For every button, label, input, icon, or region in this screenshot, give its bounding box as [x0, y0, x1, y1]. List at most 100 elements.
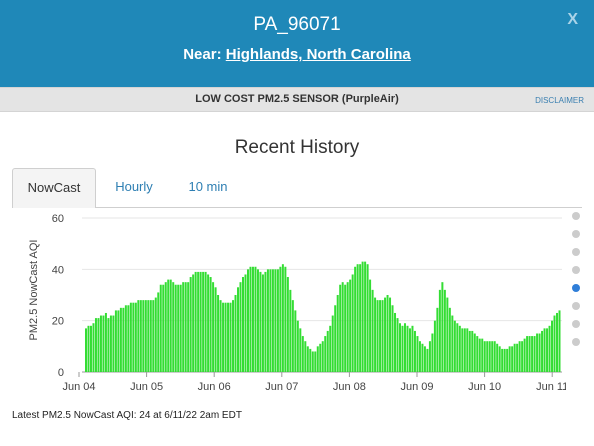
aqi-bar[interactable]: [296, 320, 299, 372]
aqi-bar[interactable]: [162, 284, 165, 372]
aqi-bar[interactable]: [556, 312, 559, 372]
aqi-bar[interactable]: [491, 341, 494, 372]
aqi-bar[interactable]: [242, 277, 244, 372]
aqi-bar[interactable]: [281, 264, 284, 372]
aqi-bar[interactable]: [403, 323, 406, 372]
aqi-bar[interactable]: [551, 320, 554, 372]
aqi-bar[interactable]: [132, 302, 135, 372]
aqi-bar[interactable]: [354, 266, 357, 372]
aqi-bar[interactable]: [207, 274, 210, 372]
aqi-bar[interactable]: [401, 325, 404, 372]
aqi-bar[interactable]: [179, 284, 182, 372]
aqi-bar[interactable]: [316, 346, 319, 372]
aqi-bar[interactable]: [279, 266, 282, 372]
aqi-bar[interactable]: [523, 338, 526, 372]
aqi-bar[interactable]: [503, 348, 506, 372]
aqi-bar[interactable]: [374, 297, 377, 372]
aqi-bar[interactable]: [351, 274, 354, 372]
aqi-bar[interactable]: [381, 300, 384, 372]
aqi-bar[interactable]: [356, 264, 359, 372]
aqi-bar[interactable]: [212, 282, 215, 372]
aqi-bar[interactable]: [149, 300, 152, 372]
aqi-bar[interactable]: [543, 328, 546, 372]
aqi-bar[interactable]: [182, 282, 185, 372]
aqi-bar[interactable]: [99, 315, 102, 372]
aqi-bar[interactable]: [528, 336, 531, 372]
aqi-bar[interactable]: [169, 279, 172, 372]
aqi-bar[interactable]: [533, 336, 536, 372]
aqi-bar[interactable]: [276, 269, 279, 372]
aqi-bar[interactable]: [301, 336, 304, 372]
aqi-bar[interactable]: [488, 341, 491, 372]
aqi-bar[interactable]: [187, 282, 190, 372]
aqi-bar[interactable]: [506, 348, 509, 372]
aqi-bar[interactable]: [431, 333, 434, 373]
aqi-bar[interactable]: [237, 287, 240, 372]
aqi-bar[interactable]: [511, 346, 514, 372]
tab-10-min[interactable]: 10 min: [188, 179, 228, 194]
aqi-bar[interactable]: [152, 300, 155, 372]
aqi-bar[interactable]: [473, 333, 476, 373]
aqi-bar[interactable]: [386, 295, 389, 372]
pagination-dot[interactable]: [572, 248, 580, 256]
aqi-bar[interactable]: [197, 271, 200, 372]
aqi-bar[interactable]: [311, 351, 314, 372]
aqi-bar[interactable]: [319, 343, 322, 372]
aqi-bar[interactable]: [271, 269, 274, 372]
aqi-bar[interactable]: [244, 274, 247, 372]
aqi-bar[interactable]: [416, 336, 419, 372]
aqi-bar[interactable]: [222, 302, 225, 372]
aqi-bar[interactable]: [408, 328, 411, 372]
aqi-bar[interactable]: [361, 261, 364, 372]
aqi-bar[interactable]: [129, 302, 132, 372]
close-button[interactable]: X: [567, 11, 578, 28]
aqi-bar[interactable]: [481, 338, 484, 372]
aqi-bar[interactable]: [349, 279, 352, 372]
aqi-bar[interactable]: [526, 336, 529, 372]
aqi-bar[interactable]: [341, 282, 344, 372]
aqi-bar[interactable]: [304, 341, 307, 372]
aqi-bar[interactable]: [516, 343, 519, 372]
aqi-bar[interactable]: [344, 284, 347, 372]
aqi-bar[interactable]: [508, 346, 511, 372]
aqi-bar[interactable]: [461, 328, 464, 372]
pagination-dot[interactable]: [572, 302, 580, 310]
aqi-bar[interactable]: [418, 341, 421, 372]
aqi-bar[interactable]: [413, 330, 416, 372]
aqi-bar[interactable]: [366, 264, 369, 372]
disclaimer-link[interactable]: DISCLAIMER: [535, 96, 584, 105]
aqi-bar[interactable]: [87, 325, 90, 372]
aqi-bar[interactable]: [483, 341, 486, 372]
aqi-bar[interactable]: [451, 315, 454, 372]
aqi-bar[interactable]: [261, 274, 264, 372]
aqi-bar[interactable]: [92, 323, 95, 372]
aqi-bar[interactable]: [246, 269, 249, 372]
aqi-bar[interactable]: [476, 336, 479, 372]
aqi-bar[interactable]: [463, 328, 466, 372]
aqi-bar[interactable]: [376, 300, 379, 372]
aqi-bar[interactable]: [369, 279, 372, 372]
aqi-bar[interactable]: [538, 333, 541, 373]
aqi-bar[interactable]: [446, 297, 449, 372]
aqi-bar[interactable]: [291, 300, 294, 372]
pagination-dot[interactable]: [572, 230, 580, 238]
aqi-bar[interactable]: [289, 289, 292, 372]
aqi-bar[interactable]: [359, 264, 362, 372]
aqi-bar[interactable]: [117, 310, 120, 372]
aqi-bar[interactable]: [234, 295, 237, 372]
aqi-bar[interactable]: [264, 271, 267, 372]
aqi-bar[interactable]: [94, 318, 97, 372]
aqi-bar[interactable]: [496, 343, 499, 372]
aqi-bar[interactable]: [478, 338, 481, 372]
aqi-bar[interactable]: [329, 325, 332, 372]
aqi-bar[interactable]: [468, 330, 471, 372]
aqi-bar[interactable]: [251, 266, 254, 372]
aqi-bar[interactable]: [122, 307, 125, 372]
aqi-bar[interactable]: [284, 266, 287, 372]
aqi-bar[interactable]: [147, 300, 150, 372]
aqi-bar[interactable]: [541, 330, 544, 372]
aqi-bar[interactable]: [114, 310, 117, 372]
near-location-link[interactable]: Highlands, North Carolina: [225, 46, 411, 63]
aqi-bar[interactable]: [453, 320, 456, 372]
aqi-bar[interactable]: [209, 277, 212, 372]
